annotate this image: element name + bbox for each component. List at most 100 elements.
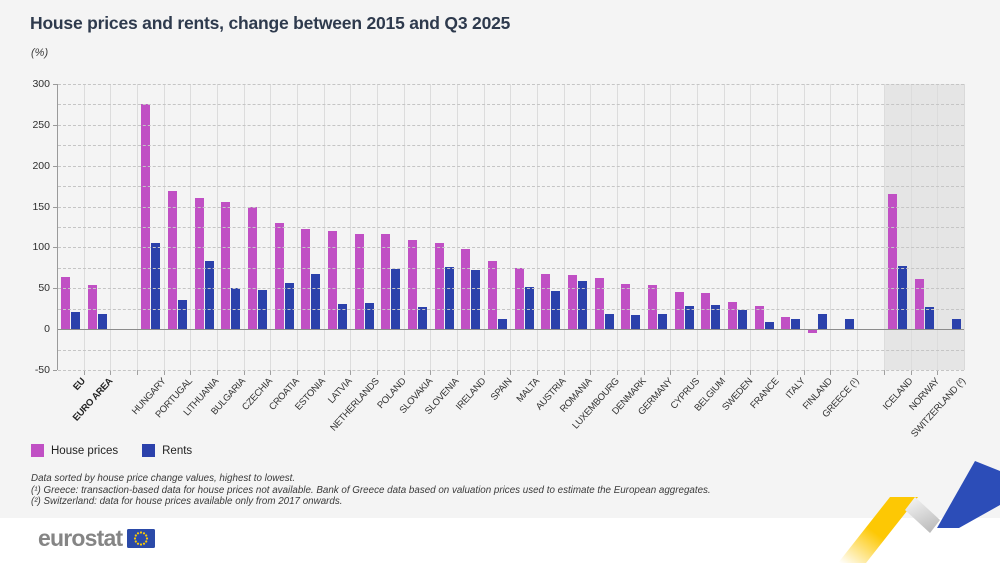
bar-rents <box>498 318 508 330</box>
bar-house-prices <box>434 242 444 330</box>
bar-rents <box>151 242 161 330</box>
gridline <box>58 186 964 188</box>
bar-house-prices <box>301 229 311 330</box>
bar-rents <box>524 286 534 330</box>
bar-house-prices <box>914 279 924 330</box>
bar-rents <box>631 315 641 330</box>
bar-house-prices <box>274 222 284 330</box>
gridline <box>53 84 964 85</box>
bar-house-prices <box>354 233 364 330</box>
bar-house-prices <box>221 201 231 330</box>
gridline <box>53 370 964 371</box>
footnotes: Data sorted by house price change values… <box>31 473 711 508</box>
rents-swatch-icon <box>142 444 156 457</box>
legend: House prices Rents <box>31 444 192 457</box>
bar-rents <box>738 309 748 330</box>
footnote-sorting: Data sorted by house price change values… <box>31 473 296 484</box>
eurostat-logo: eurostat <box>38 525 156 552</box>
bar-house-prices <box>408 240 418 330</box>
bar-rents <box>551 290 561 330</box>
bar-house-prices <box>61 276 71 330</box>
gridline <box>53 247 964 249</box>
bar-rents <box>711 305 721 330</box>
bar-rents <box>578 280 588 330</box>
y-axis-tick-label: 150 <box>32 200 50 213</box>
bar-house-prices <box>541 273 551 330</box>
legend-label: Rents <box>162 444 193 457</box>
legend-item-rents: Rents <box>142 444 192 457</box>
bar-house-prices <box>488 261 498 330</box>
bar-rents <box>178 299 188 330</box>
gridline <box>58 104 964 106</box>
bar-rents <box>444 267 454 330</box>
eu-flag-icon <box>127 529 156 548</box>
bar-rents <box>844 318 854 330</box>
bar-house-prices <box>88 285 97 330</box>
bar-house-prices <box>781 316 791 330</box>
bar-house-prices <box>621 284 631 330</box>
bar-house-prices <box>648 285 658 330</box>
plot-area: EU EURO AREA HUNGARY PORTUGAL LITHUANIA BULGA… <box>53 84 968 440</box>
bar-rents <box>471 270 481 330</box>
y-axis-tick-label: 50 <box>38 282 50 295</box>
y-axis-labels: 300 250 200 150 100 50 0 -50 <box>0 78 50 376</box>
bar-rents <box>818 313 828 330</box>
y-axis-tick-label: 250 <box>32 118 50 131</box>
bar-group-eu: EU <box>58 84 88 393</box>
gridline <box>58 267 964 269</box>
bar-house-prices <box>674 291 684 330</box>
bar-house-prices <box>568 275 578 330</box>
y-axis-tick-label: 300 <box>32 78 50 90</box>
bar-rents <box>204 260 214 330</box>
y-axis-tick-label: 0 <box>44 323 50 336</box>
bar-house-prices <box>594 277 604 330</box>
bar-house-prices <box>808 330 818 333</box>
gridline <box>58 308 964 310</box>
gridline <box>53 165 964 167</box>
legend-label: House prices <box>51 444 119 457</box>
footnote-greece: (¹) Greece: transaction-based data for h… <box>31 484 711 496</box>
unit-label: (%) <box>31 47 49 59</box>
gridline <box>58 227 964 228</box>
eurostat-logo-text: eurostat <box>38 525 123 551</box>
bar-house-prices <box>328 231 338 330</box>
house-prices-swatch-icon <box>31 444 44 457</box>
bar-house-prices <box>728 302 738 330</box>
bar-rents <box>951 318 961 330</box>
bar-rents <box>658 314 668 330</box>
bar-rents <box>684 306 694 330</box>
bar-rents <box>338 303 348 330</box>
bar-rents <box>604 314 614 330</box>
legend-item-house-prices: House prices <box>31 444 118 457</box>
bar-house-prices <box>754 306 764 330</box>
bar-house-prices <box>194 197 204 330</box>
gridline <box>53 206 964 208</box>
gridline <box>53 288 964 290</box>
bar-rents <box>71 312 81 330</box>
bar-rents <box>791 319 801 330</box>
bar-rents <box>418 307 428 330</box>
bar-house-prices <box>701 293 711 330</box>
content-background <box>0 0 1000 518</box>
gridline <box>58 145 964 147</box>
bar-rents <box>311 273 321 330</box>
gridline <box>58 349 964 351</box>
zigzag-trend-icon <box>838 461 1000 563</box>
bar-house-prices <box>168 191 178 330</box>
zero-axis-line <box>58 329 964 331</box>
bar-rents <box>391 268 401 330</box>
bar-house-prices <box>514 267 524 330</box>
bar-rents <box>898 266 908 330</box>
bar-rents <box>364 303 374 330</box>
bar-house-prices <box>141 104 151 330</box>
bar-rents <box>98 313 107 330</box>
bar-house-prices <box>381 233 391 330</box>
page-title: House prices and rents, change between 2… <box>30 13 511 33</box>
bar-rents <box>924 307 934 330</box>
y-axis-tick-label: -50 <box>34 364 50 376</box>
bar-rents <box>284 283 294 330</box>
y-axis-tick-label: 200 <box>32 159 50 172</box>
footnote-switzerland: (²) Switzerland: data for house prices a… <box>31 496 343 507</box>
gridline <box>53 124 964 126</box>
